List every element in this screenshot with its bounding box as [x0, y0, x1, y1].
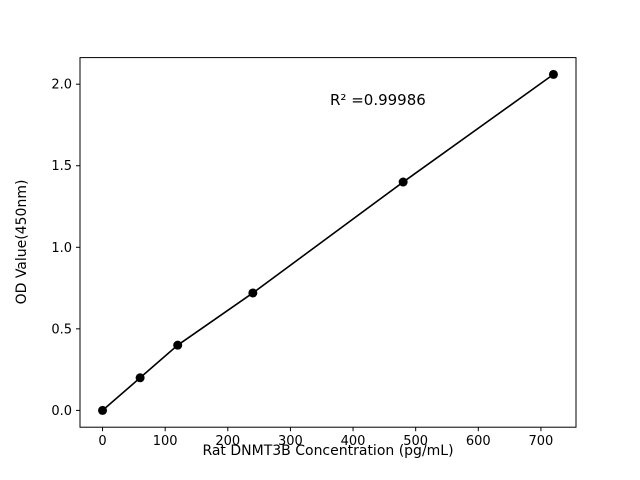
y-tick-label: 0.0 — [51, 404, 72, 419]
x-tick-label: 500 — [403, 434, 428, 449]
data-point — [173, 340, 183, 350]
data-point — [135, 373, 145, 383]
x-tick-label: 100 — [153, 434, 178, 449]
data-point — [98, 405, 108, 415]
x-tick-label: 200 — [215, 434, 240, 449]
data-point — [548, 69, 558, 79]
x-axis-label: Rat DNMT3B Concentration (pg/mL) — [202, 443, 454, 459]
x-tick-label: 400 — [341, 434, 366, 449]
y-tick-label: 1.5 — [51, 159, 72, 174]
plot-frame — [79, 57, 577, 428]
data-point — [248, 288, 258, 298]
r-squared-annotation: R² =0.99986 — [330, 91, 426, 109]
x-tick-label: 0 — [98, 434, 106, 449]
x-tick-label: 600 — [466, 434, 491, 449]
y-tick-label: 2.0 — [51, 78, 72, 93]
y-tick-label: 1.0 — [51, 241, 72, 256]
y-tick-label: 0.5 — [51, 322, 72, 337]
x-tick-label: 700 — [529, 434, 554, 449]
fit-line — [102, 73, 554, 412]
data-point — [398, 177, 408, 187]
x-tick-label: 300 — [278, 434, 303, 449]
y-axis-label: OD Value(450nm) — [14, 179, 30, 305]
